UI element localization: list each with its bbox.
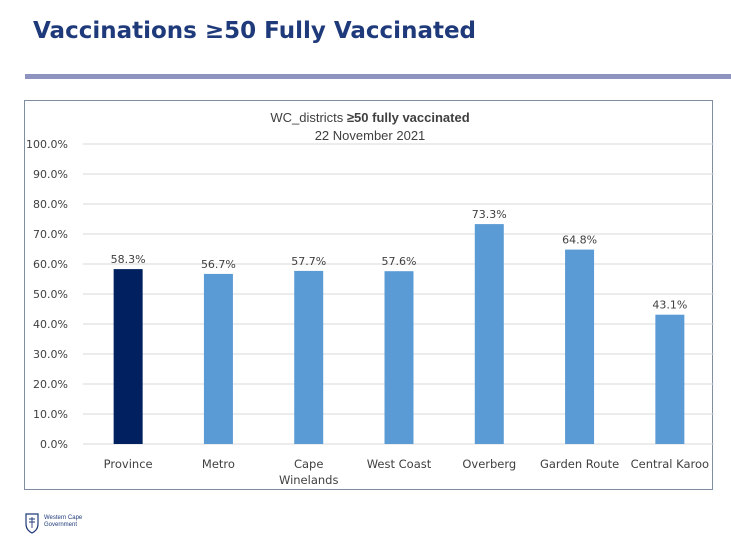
- data-label: 73.3%: [472, 208, 507, 221]
- bar-west-coast: [384, 271, 414, 444]
- data-labels: 58.3% 56.7% 57.7% 57.6% 73.3% 64.8% 43.1%: [111, 208, 688, 312]
- bar-chart: WC_districts ≥50 fully vaccinated 22 Nov…: [26, 110, 714, 487]
- logo-text: Western Cape Government: [44, 515, 83, 528]
- y-tick-label: 0.0%: [40, 438, 68, 451]
- bar-central-karoo: [655, 314, 685, 444]
- crest-icon: [25, 513, 39, 534]
- y-tick-label: 90.0%: [33, 168, 68, 181]
- chart-frame: WC_districts ≥50 fully vaccinated 22 Nov…: [24, 100, 714, 490]
- chart-title: WC_districts ≥50 fully vaccinated: [270, 110, 469, 125]
- title-divider: [25, 74, 731, 79]
- y-tick-label: 20.0%: [33, 378, 68, 391]
- data-label: 57.7%: [291, 255, 326, 268]
- y-tick-label: 80.0%: [33, 198, 68, 211]
- y-tick-label: 30.0%: [33, 348, 68, 361]
- y-tick-label: 10.0%: [33, 408, 68, 421]
- bar-metro: [203, 273, 233, 444]
- chart-title-prefix: WC_districts: [270, 110, 347, 125]
- category-label: Overberg: [462, 457, 516, 471]
- y-tick-label: 40.0%: [33, 318, 68, 331]
- y-tick-label: 60.0%: [33, 258, 68, 271]
- data-label: 58.3%: [111, 253, 146, 266]
- western-cape-government-logo: Western Cape Government: [24, 512, 144, 536]
- category-label: West Coast: [367, 457, 432, 471]
- y-tick-label: 50.0%: [33, 288, 68, 301]
- bar-province: [113, 269, 143, 444]
- bar-overberg: [474, 224, 504, 444]
- data-label: 57.6%: [382, 255, 417, 268]
- data-label: 64.8%: [562, 234, 597, 247]
- bar-garden-route: [565, 249, 595, 444]
- category-label: Province: [104, 457, 153, 471]
- category-label: Metro: [202, 457, 235, 471]
- y-tick-label: 70.0%: [33, 228, 68, 241]
- category-labels: Province Metro Cape Winelands West Coast Over…: [104, 457, 709, 487]
- data-label: 43.1%: [652, 299, 687, 312]
- chart-subtitle: 22 November 2021: [315, 128, 426, 143]
- y-axis-ticks: 0.0% 10.0% 20.0% 30.0% 40.0% 50.0% 60.0% 70.0% 8…: [26, 138, 68, 451]
- slide-title: Vaccinations ≥50 Fully Vaccinated: [33, 18, 477, 44]
- category-label: Central Karoo: [631, 457, 709, 471]
- chart-title-bold: ≥50 fully vaccinated: [347, 110, 470, 125]
- category-label: Cape Winelands: [279, 457, 339, 487]
- data-label: 56.7%: [201, 258, 236, 271]
- bars: [113, 224, 685, 444]
- y-tick-label: 100.0%: [26, 138, 68, 151]
- category-label: Garden Route: [540, 457, 619, 471]
- bar-cape-winelands: [294, 270, 324, 444]
